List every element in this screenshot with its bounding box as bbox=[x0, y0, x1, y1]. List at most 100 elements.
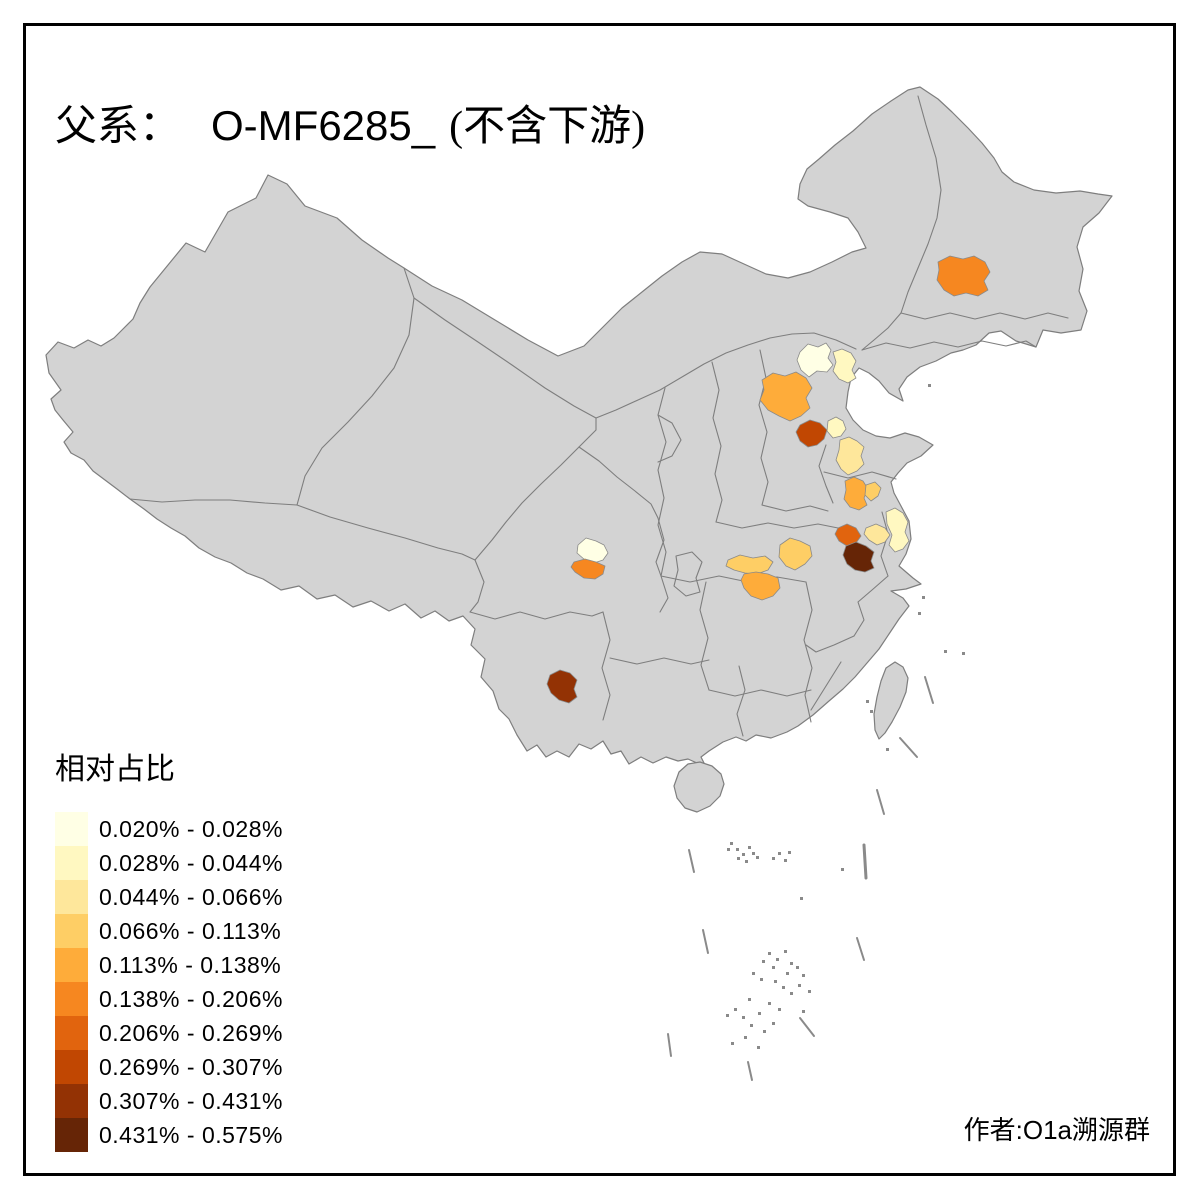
island-speck bbox=[737, 857, 740, 860]
island-speck bbox=[798, 984, 801, 987]
island-speck bbox=[784, 950, 787, 953]
border-tibet-qinghai bbox=[296, 504, 476, 561]
island-speck bbox=[866, 700, 869, 703]
legend-row: 0.044% - 0.066% bbox=[55, 880, 283, 914]
island-speck bbox=[736, 848, 739, 851]
mainland-outline bbox=[45, 86, 1113, 766]
border-shandong-south bbox=[823, 471, 897, 480]
island-speck bbox=[944, 650, 947, 653]
region-jiangsu-coastal bbox=[885, 507, 910, 553]
legend-label: 0.113% - 0.138% bbox=[99, 951, 282, 978]
legend-swatch bbox=[55, 1050, 88, 1084]
legend-row: 0.431% - 0.575% bbox=[55, 1118, 283, 1152]
island-speck bbox=[757, 1046, 760, 1049]
border-jilin-liaoning bbox=[861, 340, 1037, 351]
island-speck bbox=[763, 1030, 766, 1033]
border-ningxia bbox=[657, 414, 682, 463]
border-zhejiang-anhui bbox=[853, 575, 889, 637]
region-west-shandong-dark bbox=[795, 419, 828, 448]
border-sichuan-yunnan bbox=[469, 611, 604, 620]
region-jinan-taian bbox=[835, 436, 865, 476]
legend-row: 0.206% - 0.269% bbox=[55, 1016, 283, 1050]
border-guangxi-north bbox=[708, 689, 812, 697]
legend-swatch bbox=[55, 812, 88, 846]
region-hefei-chuzhou-dark bbox=[842, 541, 875, 573]
border-huai-line bbox=[715, 521, 839, 529]
island-speck bbox=[772, 1022, 775, 1025]
border-shaanxi-west bbox=[657, 387, 667, 577]
border-innermongolia-south bbox=[595, 332, 857, 419]
boundary-dash bbox=[862, 843, 868, 880]
province-borders bbox=[129, 95, 1069, 737]
border-shanxi-shaanxi bbox=[711, 361, 723, 523]
boundary-dash bbox=[688, 849, 695, 873]
page-title: 父系： O-MF6285_ (不含下游) bbox=[55, 92, 645, 153]
border-qinghai-gansu bbox=[474, 417, 597, 561]
legend-row: 0.113% - 0.138% bbox=[55, 948, 283, 982]
island-speck bbox=[745, 860, 748, 863]
legend-swatch bbox=[55, 914, 88, 948]
title-haplogroup-code: O-MF6285_ bbox=[211, 102, 436, 150]
border-fujian-jiangxi bbox=[805, 635, 855, 653]
legend-row: 0.066% - 0.113% bbox=[55, 914, 283, 948]
border-fujian-guangdong bbox=[810, 661, 842, 711]
island-speck bbox=[778, 852, 781, 855]
legend-label: 0.206% - 0.269% bbox=[99, 1019, 283, 1046]
boundary-dash bbox=[876, 789, 885, 815]
title-prefix: 父系： bbox=[55, 104, 182, 151]
island-speck bbox=[756, 856, 759, 859]
island-speck bbox=[726, 1014, 729, 1017]
region-suqian bbox=[864, 481, 882, 502]
border-hunan-guizhou bbox=[699, 581, 710, 691]
border-guangdong-guangxi bbox=[736, 665, 746, 737]
border-heilongjiang-jilin bbox=[900, 312, 1069, 320]
legend-row: 0.269% - 0.307% bbox=[55, 1050, 283, 1084]
border-shandong-west bbox=[818, 444, 834, 504]
region-north-shandong-pale bbox=[826, 416, 847, 439]
legend-swatch bbox=[55, 846, 88, 880]
region-changde bbox=[725, 554, 774, 575]
island-speck bbox=[962, 652, 965, 655]
border-tibet-sichuan bbox=[469, 559, 485, 613]
island-speck bbox=[752, 972, 755, 975]
island-speck bbox=[808, 990, 811, 993]
border-jiangsu-anhui bbox=[880, 511, 889, 577]
island-speck bbox=[731, 1042, 734, 1045]
island-speck bbox=[790, 992, 793, 995]
island-speck bbox=[800, 897, 803, 900]
island-speck bbox=[772, 857, 775, 860]
island-speck bbox=[752, 852, 755, 855]
mainland-group bbox=[45, 86, 1113, 766]
legend-row: 0.138% - 0.206% bbox=[55, 982, 283, 1016]
region-yangzhou bbox=[863, 523, 891, 546]
region-yiyang-changsha bbox=[740, 571, 781, 601]
island-speck bbox=[841, 868, 844, 871]
island-speck bbox=[772, 966, 775, 969]
border-sichuan-chongqing bbox=[655, 517, 669, 613]
boundary-dash bbox=[856, 937, 865, 961]
legend-label: 0.431% - 0.575% bbox=[99, 1121, 283, 1148]
legend-row: 0.307% - 0.431% bbox=[55, 1084, 283, 1118]
region-beijing bbox=[796, 342, 834, 378]
legend-swatch bbox=[55, 1016, 88, 1050]
island-speck bbox=[750, 1024, 753, 1027]
border-kunlun bbox=[129, 498, 298, 506]
island-speck bbox=[768, 1002, 771, 1005]
legend-label: 0.138% - 0.206% bbox=[99, 985, 283, 1012]
border-im-jilin-west bbox=[861, 312, 902, 351]
island-speck bbox=[922, 596, 925, 599]
island-speck bbox=[744, 1036, 747, 1039]
region-east-hubei bbox=[778, 537, 813, 571]
island-speck bbox=[742, 1016, 745, 1019]
legend: 相对占比 0.020% - 0.028% 0.028% - 0.044% 0.0… bbox=[55, 744, 283, 1152]
island-speck bbox=[730, 842, 733, 845]
title-note: (不含下游) bbox=[449, 104, 646, 151]
island-speck bbox=[774, 980, 777, 983]
taiwan-island bbox=[873, 661, 909, 740]
border-im-heilongjiang bbox=[900, 95, 942, 314]
legend-label: 0.044% - 0.066% bbox=[99, 883, 283, 910]
island-speck bbox=[760, 978, 763, 981]
island-speck bbox=[918, 612, 921, 615]
colored-regions bbox=[546, 255, 991, 704]
